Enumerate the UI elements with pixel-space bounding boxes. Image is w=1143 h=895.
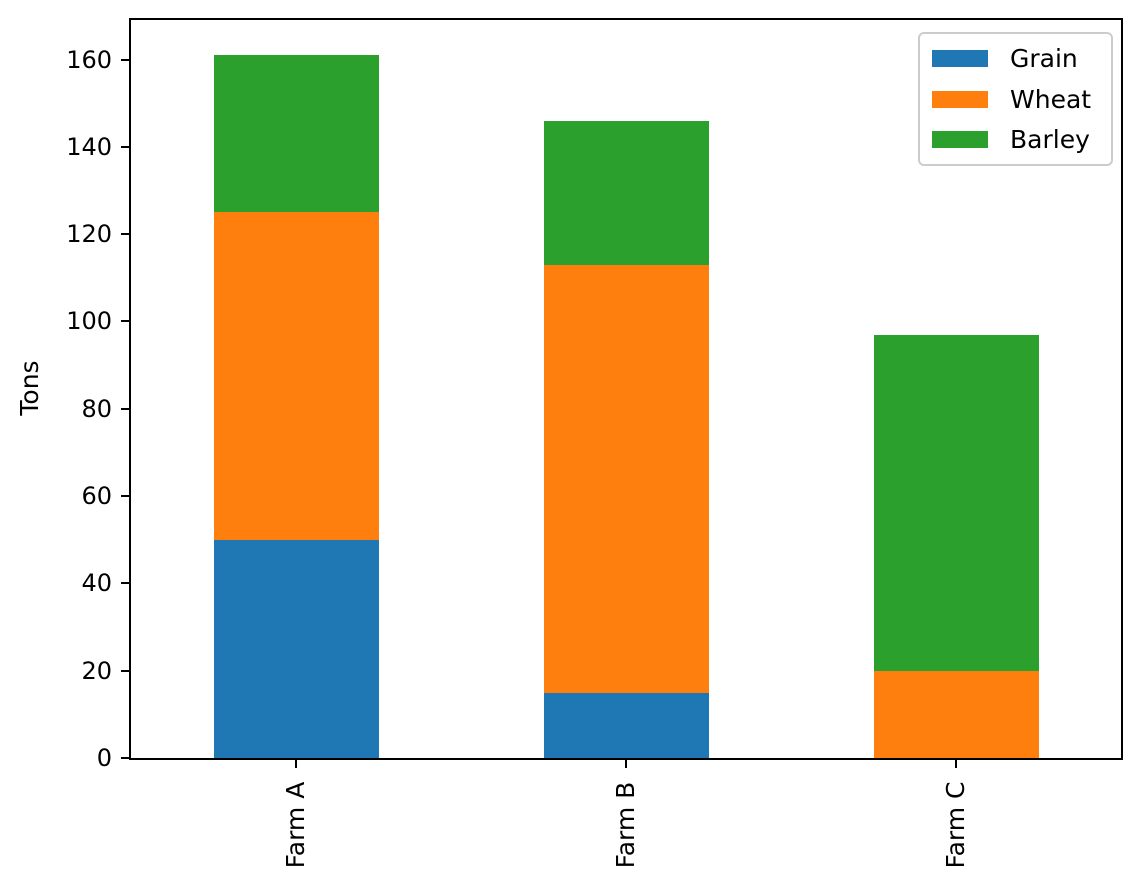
bar-segment-farm-a-wheat — [213, 212, 379, 540]
legend-label-barley: Barley — [1010, 125, 1090, 155]
y-tick — [121, 407, 129, 410]
y-axis-label: Tons — [15, 360, 44, 416]
y-tick-label: 60 — [81, 482, 112, 511]
x-tick-label-farm-c: Farm C — [941, 781, 970, 869]
x-tick — [295, 760, 297, 768]
y-tick-label: 0 — [96, 744, 112, 772]
y-tick — [121, 495, 129, 498]
y-tick-label: 120 — [66, 220, 112, 249]
y-tick-label: 40 — [81, 569, 112, 598]
bar-segment-farm-b-grain — [543, 692, 709, 758]
bar-segment-farm-c-barley — [873, 334, 1039, 671]
y-tick — [121, 757, 129, 759]
x-tick — [955, 760, 957, 768]
legend-swatch-grain — [932, 49, 988, 67]
y-tick — [121, 233, 129, 236]
y-tick-label: 20 — [81, 656, 112, 685]
bar-segment-farm-b-barley — [543, 120, 709, 265]
x-tick — [625, 760, 627, 768]
y-tick — [121, 669, 129, 672]
y-tick — [121, 145, 129, 148]
legend-label-grain: Grain — [1010, 43, 1078, 73]
x-tick-label-farm-a: Farm A — [281, 781, 310, 869]
bar-segment-farm-a-grain — [213, 539, 379, 758]
bar-segment-farm-c-wheat — [873, 670, 1039, 758]
y-tick — [121, 582, 129, 585]
legend-swatch-wheat — [932, 90, 988, 108]
legend-row-barley: Barley — [920, 119, 1111, 160]
y-tick-label: 100 — [66, 307, 112, 336]
legend: Grain Wheat Barley — [918, 32, 1113, 166]
y-tick-label: 140 — [66, 132, 112, 161]
legend-swatch-barley — [932, 131, 988, 149]
legend-row-wheat: Wheat — [920, 79, 1111, 120]
legend-row-grain: Grain — [920, 38, 1111, 79]
bar-segment-farm-b-wheat — [543, 264, 709, 693]
x-tick-label-farm-b: Farm B — [611, 781, 640, 869]
y-tick-label: 80 — [81, 394, 112, 423]
y-tick — [121, 320, 129, 323]
legend-label-wheat: Wheat — [1010, 84, 1092, 114]
bar-segment-farm-a-barley — [213, 55, 379, 213]
y-tick — [121, 58, 129, 61]
y-tick-label: 160 — [66, 45, 112, 74]
